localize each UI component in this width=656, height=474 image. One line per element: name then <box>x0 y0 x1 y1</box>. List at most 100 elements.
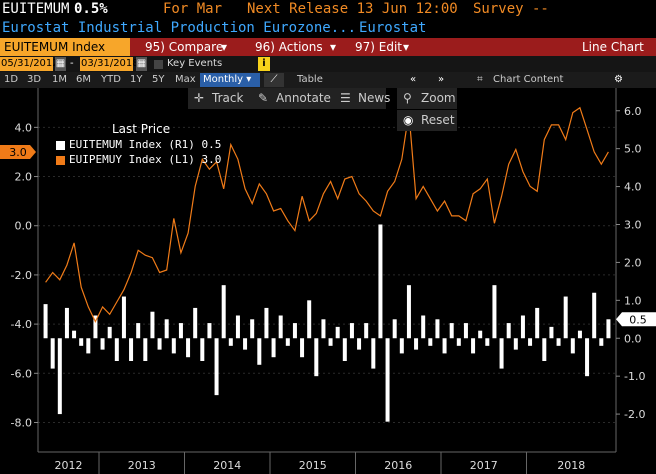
bar <box>414 338 419 350</box>
edit-button[interactable]: 97) Edit <box>355 40 403 54</box>
legend-item[interactable]: EUIPEMUY Index (L1) 3.0 <box>56 153 221 166</box>
right-value-marker <box>616 312 656 327</box>
right-tick-label: 2.0 <box>624 256 642 269</box>
bar <box>178 323 183 339</box>
period-5y[interactable]: 5Y <box>152 74 165 85</box>
line-path <box>45 106 609 323</box>
security-input[interactable]: EUITEMUM Index <box>0 38 130 56</box>
period-3d[interactable]: 3D <box>27 74 42 85</box>
bar <box>442 338 447 354</box>
bar <box>107 326 112 339</box>
collapse-icon[interactable]: « <box>410 74 417 85</box>
zoom-tool[interactable]: ⚲ Zoom <box>397 88 457 109</box>
table-button[interactable]: Table <box>297 74 323 85</box>
bar <box>314 338 319 377</box>
bar <box>264 307 269 339</box>
bar <box>520 315 525 339</box>
axis-markers: 3.0 0.5 <box>0 144 656 327</box>
bar <box>499 338 504 369</box>
pencil-icon[interactable]: ✎ <box>258 91 269 105</box>
for-period-label: For Mar <box>163 1 223 17</box>
news-button[interactable]: News <box>358 91 391 105</box>
bar <box>435 319 440 339</box>
reset-button: Reset <box>421 113 455 127</box>
bar <box>321 319 326 339</box>
key-events-checkbox[interactable] <box>154 60 163 69</box>
period-1m[interactable]: 1M <box>52 74 67 85</box>
info-icon[interactable]: i <box>258 57 270 71</box>
chart-type-label[interactable]: Line Chart <box>582 40 644 54</box>
legend-swatch <box>56 140 65 150</box>
left-axis: 4.0 2.0 0.0 -2.0 -4.0 -6.0 -8.0 <box>11 88 39 452</box>
chevron-down-icon[interactable]: ▾ <box>403 40 410 54</box>
frequency-value: Monthly <box>203 74 244 85</box>
bar <box>300 338 305 358</box>
bar <box>214 338 219 396</box>
x-tick-label: 2012 <box>55 459 83 472</box>
left-marker-label: 3.0 <box>9 146 27 159</box>
period-max[interactable]: Max <box>175 74 196 85</box>
compare-button[interactable]: 95) Compare <box>145 40 224 54</box>
bar <box>463 323 468 339</box>
left-tick-label: 0.0 <box>15 220 33 233</box>
bar <box>328 338 333 346</box>
bar <box>292 323 297 339</box>
end-date-input[interactable]: 03/31/2018 <box>80 57 139 71</box>
reset-tool[interactable]: ◉ Reset <box>397 110 457 131</box>
news-icon[interactable]: ☰ <box>340 91 351 105</box>
x-axis: 2012 2013 2014 2015 2016 2017 2018 <box>38 451 616 474</box>
bar <box>121 296 126 339</box>
gear-icon[interactable]: ⚙ <box>614 74 623 85</box>
right-tick-label: 3.0 <box>624 219 642 232</box>
period-1d[interactable]: 1D <box>4 74 19 85</box>
bar <box>278 315 283 339</box>
calendar-icon[interactable]: ▦ <box>55 57 66 71</box>
bar <box>250 319 255 339</box>
bar <box>542 338 547 361</box>
legend-item[interactable]: EUITEMUM Index (R1) 0.5 <box>56 138 221 151</box>
period-1y[interactable]: 1Y <box>130 74 143 85</box>
period-ytd[interactable]: YTD <box>101 74 121 85</box>
frequency-select[interactable]: Monthly ▾ <box>200 73 260 87</box>
actions-button[interactable]: 96) Actions <box>255 40 323 54</box>
line-chart-icon[interactable]: ⟋ <box>264 73 284 87</box>
calendar-icon[interactable]: ▦ <box>136 57 147 71</box>
legend-title: Last Price <box>112 122 171 136</box>
bar <box>285 338 290 346</box>
x-tick-label: 2013 <box>128 459 156 472</box>
chevron-down-icon[interactable]: ▾ <box>221 40 228 54</box>
bar <box>307 300 312 339</box>
bar <box>243 338 248 350</box>
x-tick-label: 2016 <box>384 459 412 472</box>
chart-legend: Last Price EUITEMUM Index (R1) 0.5 EUIPE… <box>52 120 242 168</box>
chart-content-button[interactable]: Chart Content <box>493 74 564 85</box>
bar <box>271 338 276 358</box>
start-date-input[interactable]: 05/31/2012 <box>0 57 59 71</box>
next-release-label: Next Release 13 Jun 12:00 <box>247 1 458 17</box>
expand-icon[interactable]: » <box>438 74 445 85</box>
right-tick-label: -1.0 <box>624 370 645 383</box>
crosshair-icon[interactable]: ✛ <box>194 91 205 105</box>
right-tick-label: 1.0 <box>624 294 642 307</box>
bar <box>371 338 376 369</box>
reset-icon: ◉ <box>403 113 414 127</box>
grid-lines <box>38 126 616 423</box>
bar <box>349 323 354 339</box>
annotate-button[interactable]: Annotate <box>276 91 331 105</box>
bar <box>193 307 198 339</box>
legend-swatch <box>56 155 65 165</box>
left-tick-label: -2.0 <box>11 269 32 282</box>
bar <box>528 338 533 346</box>
bar <box>485 338 490 346</box>
right-tick-label: -2.0 <box>624 408 645 421</box>
bar <box>599 338 604 346</box>
chevron-down-icon[interactable]: ▾ <box>330 40 337 54</box>
bar <box>421 315 426 339</box>
left-tick-label: 2.0 <box>15 171 33 184</box>
bar <box>606 319 611 339</box>
bar <box>100 338 105 350</box>
function-toolbar: EUITEMUM Index 95) Compare ▾ 96) Actions… <box>0 38 656 56</box>
track-button[interactable]: Track <box>212 91 244 105</box>
period-6m[interactable]: 6M <box>76 74 91 85</box>
chart-content-icon[interactable]: ⌗ <box>477 74 483 85</box>
